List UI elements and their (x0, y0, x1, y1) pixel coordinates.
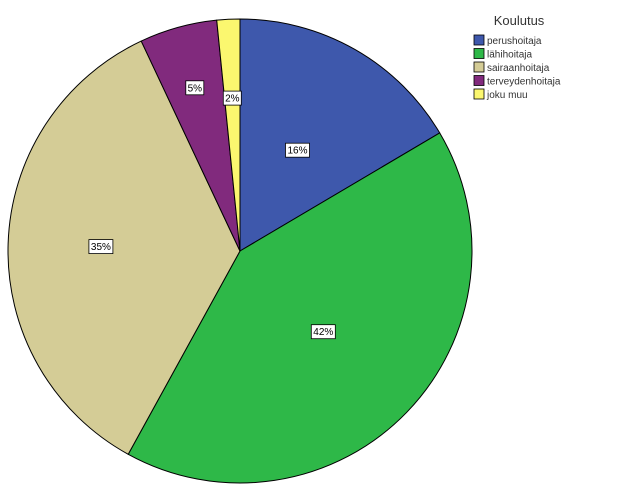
pie-slices (7, 18, 473, 484)
legend-label: perushoitaja (487, 36, 542, 47)
legend-title: Koulutus (494, 13, 545, 28)
slice-label-box (285, 142, 310, 158)
pie-slice-lahihoitaja (127, 132, 473, 484)
slice-label-joku-muu: 2% (222, 90, 242, 106)
legend-item-perushoitaja: perushoitaja (473, 34, 542, 47)
slice-label-box (185, 80, 205, 96)
slice-label-sairaanhoitaja: 35% (88, 239, 114, 255)
legend-swatch (473, 75, 485, 86)
slice-label-text: 42% (313, 327, 333, 338)
legend-swatch (473, 88, 485, 100)
legend-label: sairaanhoitaja (487, 63, 550, 74)
slice-label-lahihoitaja: 42% (310, 324, 336, 340)
legend-label: joku muu (486, 90, 528, 101)
slice-labels: 16% 42% 35% 5% 2% (88, 80, 336, 340)
pie-slice-perushoitaja (239, 18, 441, 252)
slice-label-terveydenhoitaja: 5% (185, 80, 205, 96)
legend-swatch (473, 61, 485, 73)
pie-slice-sairaanhoitaja (7, 40, 241, 455)
slice-label-text: 35% (91, 242, 111, 253)
legend-item-terveydenhoitaja: terveydenhoitaja (473, 75, 561, 88)
slice-label-text: 16% (287, 146, 307, 157)
slice-label-text: 5% (188, 83, 203, 94)
slice-label-text: 2% (225, 94, 240, 105)
legend-swatch (473, 48, 485, 59)
legend-label: terveydenhoitaja (487, 77, 561, 88)
legend-item-lahihoitaja: lähihoitaja (473, 48, 532, 61)
legend: Koulutus perushoitaja lähihoitaja sairaanh… (473, 13, 561, 101)
legend-swatch (473, 34, 485, 46)
slice-label-perushoitaja: 16% (285, 142, 310, 158)
slice-label-box (222, 90, 242, 106)
legend-label: lähihoitaja (487, 50, 532, 61)
legend-item-joku-muu: joku muu (473, 88, 528, 101)
slice-label-box (88, 239, 114, 255)
pie-slice-joku-muu (216, 18, 241, 252)
slice-label-box (310, 324, 336, 340)
legend-item-sairaanhoitaja: sairaanhoitaja (473, 61, 550, 74)
